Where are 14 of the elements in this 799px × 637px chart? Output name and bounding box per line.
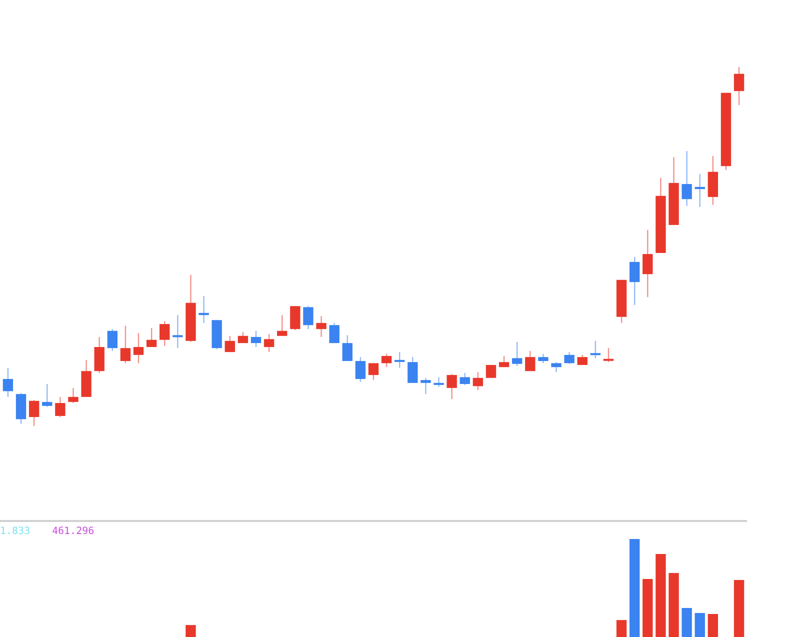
bar <box>708 614 718 637</box>
bar <box>694 612 705 637</box>
bar <box>682 608 692 637</box>
bar <box>656 554 666 637</box>
bar <box>616 620 627 637</box>
candlestick <box>290 305 300 331</box>
bar <box>668 573 679 637</box>
text: 1.833 <box>0 526 30 537</box>
candlestick <box>486 364 496 378</box>
bar <box>630 539 640 637</box>
bar <box>642 578 653 637</box>
bar <box>186 625 196 637</box>
bar <box>734 580 744 637</box>
text: 461.296 <box>52 526 94 537</box>
